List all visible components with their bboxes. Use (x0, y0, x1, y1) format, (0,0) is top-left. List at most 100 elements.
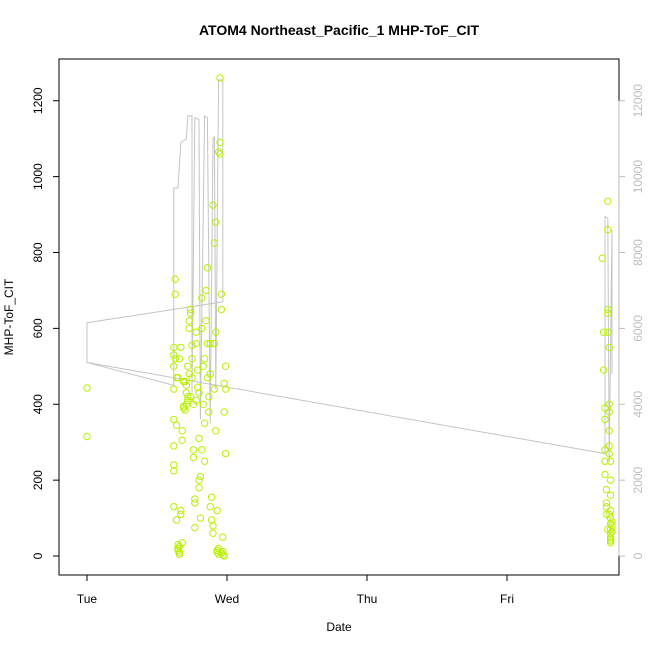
data-point (186, 309, 195, 317)
data-point (598, 254, 606, 262)
data-point (200, 457, 209, 465)
data-point (199, 362, 207, 370)
data-point (195, 484, 203, 492)
data-point (606, 537, 615, 545)
data-point (216, 150, 224, 158)
data-point (175, 548, 184, 556)
data-point (196, 472, 205, 481)
data-point (219, 533, 227, 541)
data-point (605, 408, 613, 416)
data-point (599, 366, 608, 374)
data-point (602, 499, 611, 507)
line-series (86, 79, 613, 462)
data-point (188, 341, 196, 350)
data-point (203, 264, 212, 272)
data-point (205, 393, 213, 401)
data-point (185, 324, 193, 333)
data-point (83, 384, 91, 392)
data-point (216, 74, 224, 82)
data-point (189, 446, 198, 454)
data-point (221, 362, 230, 370)
data-point (203, 339, 212, 348)
data-point (184, 393, 192, 401)
data-point (170, 467, 178, 475)
data-point (601, 415, 609, 424)
y2-tick-label: 2000 (631, 466, 645, 493)
y-tick-label: 1200 (31, 87, 45, 114)
y2-tick-label: 6000 (631, 315, 645, 342)
data-point (606, 506, 615, 515)
data-point (170, 362, 178, 370)
x-tick-label: Wed (215, 592, 239, 606)
data-point (601, 446, 609, 454)
data-point (170, 415, 178, 424)
y-tick-label: 0 (31, 552, 45, 559)
data-point (196, 514, 205, 522)
y-tick-label: 1000 (31, 163, 45, 190)
data-point (198, 324, 206, 333)
data-point (186, 393, 195, 401)
data-point (606, 539, 615, 547)
data-point (191, 523, 199, 532)
data-point (608, 527, 616, 536)
x-axis: Tue Wed Thu Fri (77, 574, 514, 606)
data-point (174, 540, 182, 549)
y2-tick-label: 12000 (631, 84, 645, 118)
data-point (221, 449, 230, 458)
data-point (177, 510, 185, 518)
x-tick-label: Fri (500, 592, 514, 606)
data-point (206, 503, 214, 511)
data-point (188, 374, 196, 382)
data-point (182, 400, 191, 408)
data-point (606, 457, 615, 465)
data-point (199, 400, 207, 408)
data-point (170, 442, 178, 450)
data-point (605, 510, 613, 518)
data-point (604, 226, 612, 234)
data-point (175, 355, 184, 363)
data-point (192, 396, 200, 405)
data-point (182, 389, 191, 397)
data-point (608, 522, 616, 530)
y-tick-label: 800 (31, 242, 45, 262)
x-tick-label: Thu (357, 592, 378, 606)
y-tick-label: 200 (31, 470, 45, 490)
data-point (178, 436, 186, 444)
data-point (192, 339, 200, 348)
data-point (221, 385, 230, 393)
data-point (210, 339, 219, 348)
data-point (170, 503, 178, 511)
data-point (605, 442, 613, 450)
data-point (210, 239, 219, 247)
data-point (604, 525, 612, 534)
data-point (606, 476, 615, 484)
data-point (605, 427, 613, 435)
data-point (192, 328, 200, 336)
data-point (171, 275, 179, 283)
data-point (170, 351, 178, 359)
data-point (212, 328, 220, 336)
x-tick-label: Tue (77, 592, 98, 606)
data-point (605, 400, 613, 408)
data-point (605, 343, 613, 352)
data-point (601, 470, 609, 479)
y2-tick-label: 4000 (631, 391, 645, 418)
data-point (198, 294, 206, 302)
data-point (209, 201, 217, 209)
data-point (171, 290, 179, 298)
data-point (220, 552, 228, 560)
x-axis-label: Date (326, 620, 352, 634)
data-point (219, 547, 227, 556)
data-point (193, 366, 202, 374)
data-point (220, 408, 228, 416)
data-point (214, 148, 223, 156)
data-point (209, 529, 217, 537)
data-point (171, 355, 179, 363)
data-point (191, 495, 199, 503)
data-point (606, 520, 615, 528)
data-point (601, 404, 609, 412)
data-point (216, 138, 224, 147)
data-point (195, 434, 203, 443)
data-point (207, 493, 216, 501)
